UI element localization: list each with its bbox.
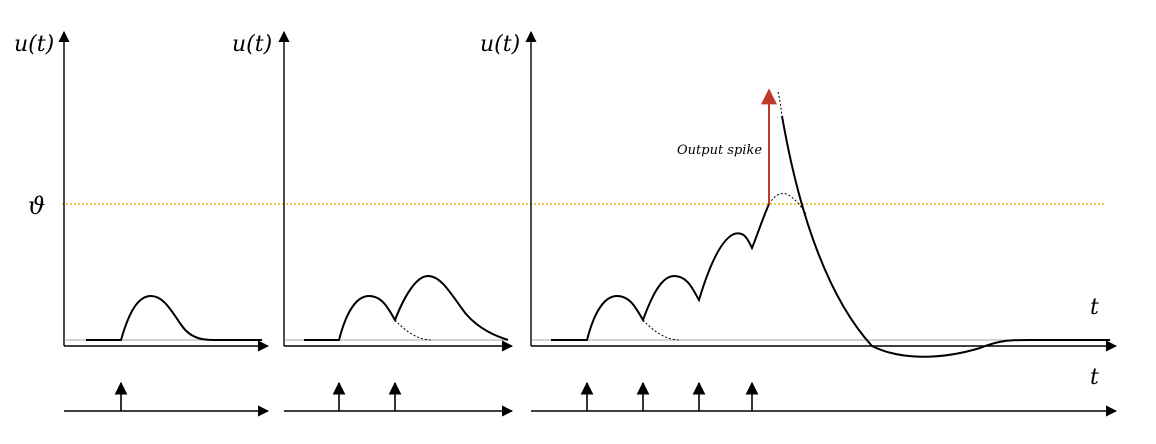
output-spike-label: Output spike <box>677 143 762 158</box>
panel3-reset-curve <box>781 115 1110 358</box>
panel-single-input: u(t) <box>14 30 270 417</box>
panel1-u-label: u(t) <box>14 32 54 57</box>
spike-train-t-label: t <box>1090 365 1099 390</box>
panel3-spike-top-dotted <box>777 91 783 117</box>
panel3-subthreshold-peak <box>768 193 807 215</box>
panel3-summed-curve <box>551 203 770 341</box>
panel2-first-psp-tail <box>394 319 433 341</box>
panel1-psp-curve <box>86 294 262 341</box>
panel3-psp-tail-1 <box>642 319 681 341</box>
panel2-summed-curve <box>304 274 509 341</box>
threshold-label: ϑ <box>28 192 45 220</box>
panel-threshold-crossing: Output spike u(t) t t <box>480 30 1118 417</box>
panel2-u-label: u(t) <box>232 32 272 57</box>
panel3-t-label: t <box>1090 295 1099 320</box>
panel-two-inputs: u(t) <box>232 30 514 417</box>
panel3-u-label: u(t) <box>480 32 520 57</box>
